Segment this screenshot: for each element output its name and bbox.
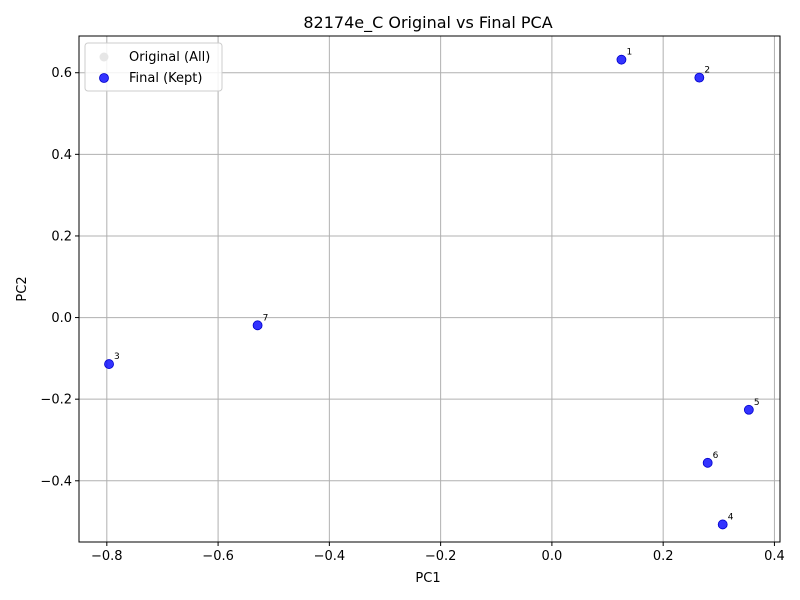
- point-layer: 1 2 3 4 5 6 7: [104, 48, 760, 530]
- data-point: [252, 320, 263, 331]
- y-tick-label: 0.0: [51, 311, 72, 326]
- x-tick-label: −0.2: [425, 549, 457, 564]
- x-tick-label: −0.6: [202, 549, 234, 564]
- point-label: 6: [713, 451, 719, 461]
- point-label: 4: [728, 512, 734, 522]
- legend: Original (All) Final (Kept): [84, 42, 223, 92]
- legend-box: [84, 42, 223, 92]
- data-point: [104, 359, 114, 369]
- point-label: 5: [754, 398, 760, 408]
- y-tick-label: 0.2: [51, 229, 72, 244]
- point-label: 1: [626, 48, 632, 58]
- legend-label-final: Final (Kept): [129, 71, 202, 86]
- point-label: 2: [704, 66, 710, 76]
- x-tick-label: −0.4: [314, 549, 346, 564]
- data-point: [694, 72, 705, 83]
- y-tick-label: 0.6: [51, 66, 72, 81]
- x-tick-label: −0.8: [91, 549, 123, 564]
- y-tick-label: −0.2: [40, 393, 72, 408]
- point-label: 7: [263, 313, 269, 323]
- tick-layer: −0.8 −0.6 −0.4 −0.2 0.0 0.2 0.4 −0.4 −0.2 0.0 0.2 0…: [40, 66, 784, 564]
- x-tick-label: 0.2: [653, 549, 674, 564]
- y-tick-label: 0.4: [51, 148, 72, 163]
- chart-title: 82174e_C Original vs Final PCA: [303, 13, 552, 33]
- x-tick-label: 0.4: [764, 549, 785, 564]
- legend-marker-original: [99, 52, 109, 62]
- x-tick-label: 0.0: [542, 549, 563, 564]
- plot-frame: [78, 35, 781, 543]
- data-point: [717, 519, 728, 530]
- legend-marker-final: [99, 73, 109, 83]
- x-axis-label: PC1: [415, 571, 440, 586]
- data-point: [702, 457, 713, 468]
- y-axis-label: PC2: [15, 276, 30, 301]
- y-tick-label: −0.4: [40, 474, 72, 489]
- grid-layer: [79, 36, 780, 542]
- data-point: [743, 404, 754, 415]
- legend-label-original: Original (All): [129, 50, 210, 65]
- point-label: 3: [114, 352, 120, 362]
- data-point: [616, 54, 627, 65]
